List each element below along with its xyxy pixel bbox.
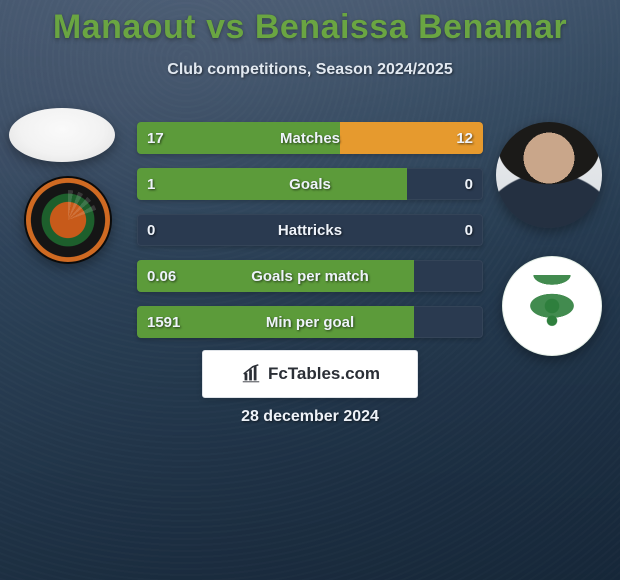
watermark-suffix: .com — [340, 364, 380, 383]
page-title: Manaout vs Benaissa Benamar — [0, 0, 620, 47]
comparison-card: Manaout vs Benaissa Benamar Club competi… — [0, 0, 620, 580]
avatar-player-left — [9, 108, 115, 162]
avatar-player-right — [496, 122, 602, 228]
watermark-brand: FcTables — [268, 364, 340, 383]
stat-row: 1712Matches — [137, 122, 483, 154]
stat-label: Matches — [137, 122, 483, 154]
stat-row: 00Hattricks — [137, 214, 483, 246]
watermark-text: FcTables.com — [268, 364, 380, 384]
subtitle: Club competitions, Season 2024/2025 — [0, 61, 620, 79]
club-logo-left — [24, 176, 112, 264]
chart-icon — [240, 363, 262, 385]
date-text: 28 december 2024 — [0, 408, 620, 426]
stat-label: Hattricks — [137, 214, 483, 246]
stat-label: Goals per match — [137, 260, 483, 292]
club-logo-right — [502, 256, 602, 356]
stat-label: Goals — [137, 168, 483, 200]
stat-row: 0.06Goals per match — [137, 260, 483, 292]
header-block: Manaout vs Benaissa Benamar Club competi… — [0, 0, 620, 79]
stat-row: 10Goals — [137, 168, 483, 200]
watermark-plate: FcTables.com — [202, 350, 418, 398]
stat-label: Min per goal — [137, 306, 483, 338]
stats-panel: 1712Matches 10Goals 00Hattricks 0.06Goals p… — [137, 122, 483, 352]
stat-row: 1591Min per goal — [137, 306, 483, 338]
